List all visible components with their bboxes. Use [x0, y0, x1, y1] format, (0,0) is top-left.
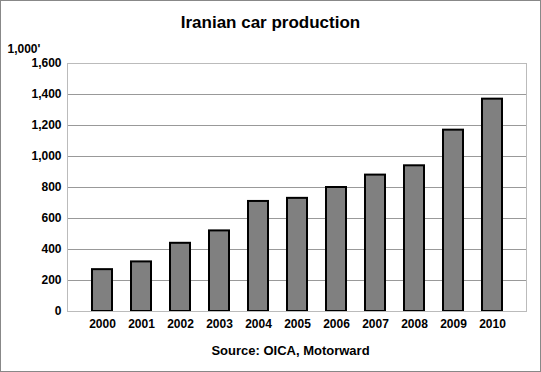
svg-text:1,000': 1,000' — [8, 42, 41, 56]
svg-text:2006: 2006 — [323, 317, 350, 331]
svg-text:2002: 2002 — [167, 317, 194, 331]
svg-text:2001: 2001 — [128, 317, 155, 331]
svg-text:2000: 2000 — [89, 317, 116, 331]
svg-text:400: 400 — [41, 242, 61, 256]
html-text:Iranian car production: Iranian car production — [180, 13, 361, 32]
svg-text:1,000: 1,000 — [31, 149, 61, 163]
svg-text:2004: 2004 — [245, 317, 272, 331]
svg-text:2010: 2010 — [479, 317, 506, 331]
svg-text:1,600: 1,600 — [31, 56, 61, 70]
svg-text:2003: 2003 — [206, 317, 233, 331]
svg-text:2007: 2007 — [362, 317, 389, 331]
svg-text:2009: 2009 — [440, 317, 467, 331]
svg-text:1,400: 1,400 — [31, 87, 61, 101]
svg-text:1,200: 1,200 — [31, 118, 61, 132]
svg-text:2008: 2008 — [401, 317, 428, 331]
svg-text:200: 200 — [41, 273, 61, 287]
svg-text:800: 800 — [41, 180, 61, 194]
svg-text:0: 0 — [55, 304, 62, 318]
html-text:Source: OICA, Motorward: Source: OICA, Motorward — [211, 343, 370, 358]
svg-text:2005: 2005 — [284, 317, 311, 331]
svg-text:600: 600 — [41, 211, 61, 225]
